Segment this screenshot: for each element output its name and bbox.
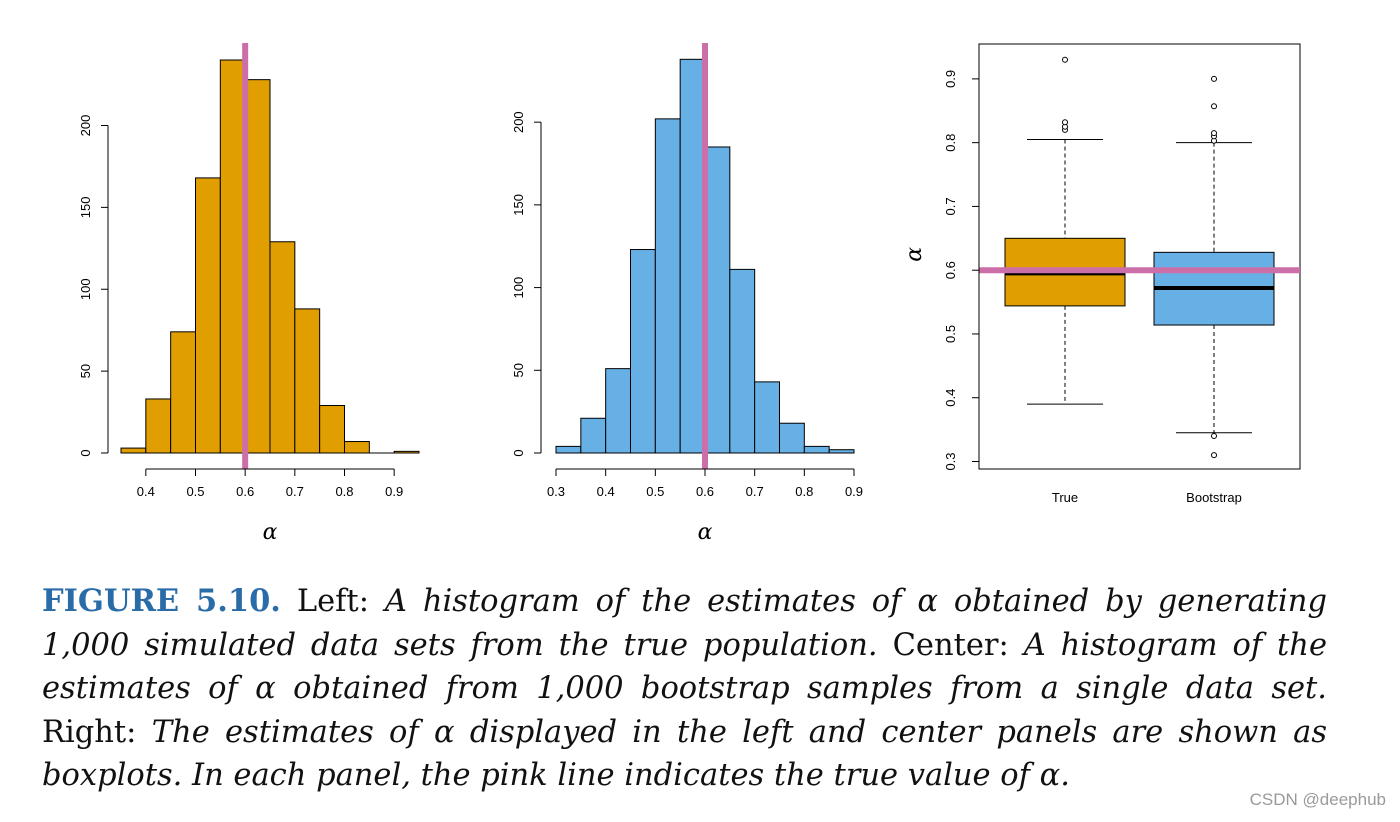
x-tick-label: 0.4 [137,484,155,499]
x-tick-label: 0.4 [597,484,615,499]
x-tick-label: 0.9 [845,484,863,499]
histogram-bar [605,368,632,454]
y-tick-label: 50 [78,364,93,378]
histogram-bar [754,381,781,454]
figure-caption: FIGURE 5.10. Left: A histogram of the es… [42,580,1327,798]
histogram-bar [803,445,830,454]
histogram-bar [779,422,805,454]
caption-center-tag: Center: [892,627,1009,663]
watermark: CSDN @deephub [1249,790,1386,809]
caption-left-tag: Left: [296,584,369,619]
outlier-point [1211,75,1217,82]
histogram-bar [219,59,246,454]
y-tick-label: 0 [511,449,526,456]
histogram-bar [319,405,345,454]
x-axis-label: α [698,520,713,545]
x-axis-label: α [263,520,278,545]
x-tick-label: 0.5 [186,484,204,499]
y-tick-label: 150 [78,197,93,219]
y-axis-label: α [902,247,927,262]
histogram-bar [729,268,756,454]
histogram-bar [704,146,731,454]
histogram-bar [294,308,321,454]
histogram-bar [269,241,296,454]
x-tick-label: 0.3 [547,484,565,499]
caption-label: FIGURE 5.10. [42,583,281,619]
y-tick-label: 50 [511,363,526,377]
y-tick-label: 0.7 [943,197,958,215]
histogram-bar [654,118,681,454]
x-category-label: True [1052,490,1078,505]
histogram-bar [828,449,855,454]
x-tick-label: 0.5 [646,484,664,499]
outlier-point [1211,130,1217,137]
histogram-bar [344,441,370,454]
x-tick-label: 0.6 [696,484,714,499]
outlier-point [1211,432,1217,439]
histogram-bar [145,398,172,454]
x-tick-label: 0.8 [335,484,353,499]
right-boxplot-panel: True Bootstrap 0.3 0.4 0.5 0.6 0.7 0.8 0.9 α [902,43,1301,505]
histogram-bar [170,331,197,454]
y-tick-label: 200 [511,111,526,133]
y-tick-label: 0.8 [943,134,958,152]
left-histogram-panel: 0.4 0.5 0.6 0.7 0.8 0.9 0 50 100 150 200 α [78,43,420,545]
caption-right-tag: Right: [42,714,137,750]
histogram-bar [630,249,656,454]
center-histogram-panel: 0.3 0.4 0.5 0.6 0.7 0.8 0.9 0 50 100 150 200 α [511,43,863,545]
histogram-bar [555,445,582,454]
x-tick-label: 0.7 [286,484,304,499]
outlier-point [1211,103,1217,110]
x-tick-label: 0.8 [795,484,813,499]
x-tick-label: 0.7 [746,484,764,499]
y-tick-label: 200 [78,115,93,137]
y-tick-label: 0.6 [943,261,958,279]
y-tick-label: 0.4 [943,389,958,407]
y-tick-label: 100 [78,278,93,300]
outlier-point [1062,56,1068,63]
y-tick-label: 100 [511,277,526,299]
y-tick-label: 0.3 [943,452,958,470]
y-tick-label: 0 [78,449,93,456]
caption-right-text: The estimates of α displayed in the left… [42,714,1328,794]
x-tick-label: 0.6 [236,484,254,499]
caption-center-text: A histogram of the estimates of α obtain… [42,627,1328,707]
histogram-bar [244,79,271,454]
x-tick-label: 0.9 [385,484,403,499]
histogram-bar [120,447,147,454]
outlier-point [1062,119,1068,126]
histogram-bar [580,417,607,454]
histogram-bar [393,450,420,454]
y-tick-label: 0.5 [943,325,958,343]
caption-left-text: A histogram of the estimates of α obtain… [42,584,1327,663]
histogram-bar [679,58,706,454]
y-tick-label: 0.9 [943,70,958,88]
x-category-label: Bootstrap [1186,490,1242,505]
outlier-point [1211,452,1217,459]
histogram-bar [195,177,221,454]
y-tick-label: 150 [511,194,526,216]
